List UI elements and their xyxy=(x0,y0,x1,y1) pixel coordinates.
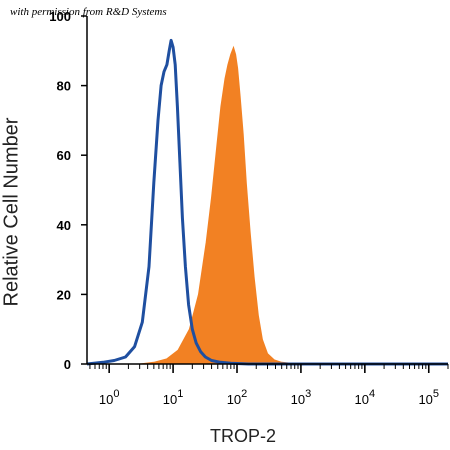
x-tick-label-100: 102 xyxy=(227,388,248,407)
y-tick-label-20: 20 xyxy=(57,287,71,302)
series-0-outline-histogram xyxy=(86,38,448,366)
x-tick-label-100000: 105 xyxy=(418,388,439,407)
x-tick-label-1000: 103 xyxy=(291,388,312,407)
y-tick-label-100: 100 xyxy=(49,9,71,24)
x-tick-label-10: 101 xyxy=(163,388,184,407)
watermark: with permission from R&D Systems xyxy=(10,6,167,18)
y-tick-label-0: 0 xyxy=(64,357,71,372)
x-tick-label-10000: 104 xyxy=(355,388,376,407)
y-tick-label-40: 40 xyxy=(57,218,71,233)
y-tick-label-60: 60 xyxy=(57,148,71,163)
series-1-filled-histogram xyxy=(87,45,448,365)
y-tick-label-80: 80 xyxy=(57,79,71,94)
x-tick-label-1: 100 xyxy=(99,388,120,407)
y-axis-label: Relative Cell Number xyxy=(0,117,23,307)
x-axis-label: TROP-2 xyxy=(209,426,276,446)
